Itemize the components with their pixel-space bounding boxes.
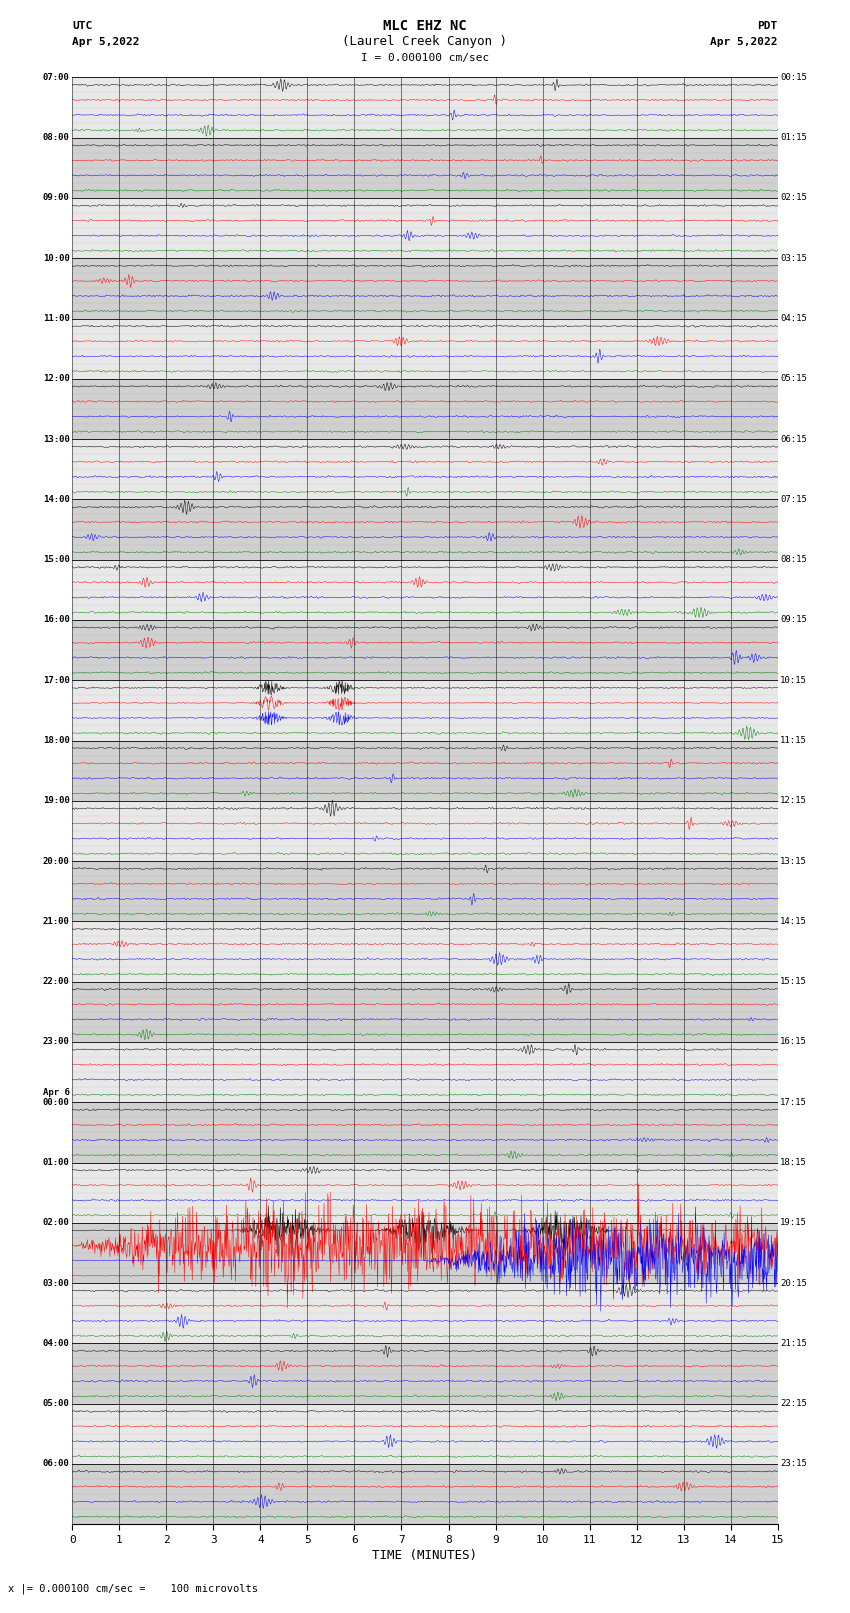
Bar xyxy=(72,258,778,319)
Text: 22:15: 22:15 xyxy=(780,1398,808,1408)
Text: 23:00: 23:00 xyxy=(42,1037,70,1047)
Text: 12:00: 12:00 xyxy=(42,374,70,384)
Text: 16:00: 16:00 xyxy=(42,616,70,624)
Bar xyxy=(72,137,778,198)
Text: 07:00: 07:00 xyxy=(42,73,70,82)
Text: 21:00: 21:00 xyxy=(42,916,70,926)
Text: Apr 5,2022: Apr 5,2022 xyxy=(72,37,139,47)
Bar xyxy=(72,861,778,921)
Text: PDT: PDT xyxy=(757,21,778,31)
Text: 21:15: 21:15 xyxy=(780,1339,808,1348)
Text: 03:15: 03:15 xyxy=(780,253,808,263)
Bar xyxy=(72,439,778,500)
Text: 22:00: 22:00 xyxy=(42,977,70,986)
Bar xyxy=(72,1163,778,1223)
Text: 16:15: 16:15 xyxy=(780,1037,808,1047)
Bar xyxy=(72,1102,778,1163)
Text: 20:15: 20:15 xyxy=(780,1279,808,1287)
Bar xyxy=(72,77,778,137)
Text: 10:00: 10:00 xyxy=(42,253,70,263)
Bar xyxy=(72,921,778,982)
Text: 00:00: 00:00 xyxy=(42,1098,70,1107)
Text: 15:15: 15:15 xyxy=(780,977,808,986)
Text: 00:15: 00:15 xyxy=(780,73,808,82)
Text: 15:00: 15:00 xyxy=(42,555,70,565)
Bar xyxy=(72,560,778,619)
Text: 19:15: 19:15 xyxy=(780,1218,808,1227)
Text: x |= 0.000100 cm/sec =    100 microvolts: x |= 0.000100 cm/sec = 100 microvolts xyxy=(8,1582,258,1594)
Text: 11:00: 11:00 xyxy=(42,315,70,323)
Text: 04:15: 04:15 xyxy=(780,315,808,323)
Text: I = 0.000100 cm/sec: I = 0.000100 cm/sec xyxy=(361,53,489,63)
Text: 09:00: 09:00 xyxy=(42,194,70,203)
Bar xyxy=(72,198,778,258)
Text: 18:00: 18:00 xyxy=(42,736,70,745)
Text: 13:15: 13:15 xyxy=(780,857,808,866)
Bar xyxy=(72,740,778,800)
Text: 07:15: 07:15 xyxy=(780,495,808,503)
Text: 14:15: 14:15 xyxy=(780,916,808,926)
Text: 19:00: 19:00 xyxy=(42,797,70,805)
Bar xyxy=(72,619,778,681)
Text: 06:15: 06:15 xyxy=(780,434,808,444)
Text: MLC EHZ NC: MLC EHZ NC xyxy=(383,19,467,34)
Text: 10:15: 10:15 xyxy=(780,676,808,686)
Text: 20:00: 20:00 xyxy=(42,857,70,866)
Bar xyxy=(72,681,778,740)
Bar xyxy=(72,500,778,560)
Bar xyxy=(72,982,778,1042)
Text: Apr 5,2022: Apr 5,2022 xyxy=(711,37,778,47)
Text: 08:15: 08:15 xyxy=(780,555,808,565)
Text: 14:00: 14:00 xyxy=(42,495,70,503)
Text: 05:15: 05:15 xyxy=(780,374,808,384)
Text: 02:15: 02:15 xyxy=(780,194,808,203)
Text: 01:00: 01:00 xyxy=(42,1158,70,1168)
Bar xyxy=(72,379,778,439)
Text: (Laurel Creek Canyon ): (Laurel Creek Canyon ) xyxy=(343,35,507,48)
Text: 04:00: 04:00 xyxy=(42,1339,70,1348)
Bar xyxy=(72,1223,778,1284)
Text: 11:15: 11:15 xyxy=(780,736,808,745)
Text: Apr 6: Apr 6 xyxy=(42,1089,70,1097)
Text: 13:00: 13:00 xyxy=(42,434,70,444)
Text: 09:15: 09:15 xyxy=(780,616,808,624)
Text: 17:15: 17:15 xyxy=(780,1098,808,1107)
Text: 12:15: 12:15 xyxy=(780,797,808,805)
Text: 01:15: 01:15 xyxy=(780,134,808,142)
Text: 06:00: 06:00 xyxy=(42,1460,70,1468)
Text: 08:00: 08:00 xyxy=(42,134,70,142)
Bar xyxy=(72,1465,778,1524)
Text: 17:00: 17:00 xyxy=(42,676,70,686)
Bar xyxy=(72,319,778,379)
Text: 03:00: 03:00 xyxy=(42,1279,70,1287)
Text: 02:00: 02:00 xyxy=(42,1218,70,1227)
Text: 05:00: 05:00 xyxy=(42,1398,70,1408)
Text: 23:15: 23:15 xyxy=(780,1460,808,1468)
Bar xyxy=(72,1284,778,1344)
X-axis label: TIME (MINUTES): TIME (MINUTES) xyxy=(372,1548,478,1561)
Bar xyxy=(72,1403,778,1465)
Bar xyxy=(72,1042,778,1102)
Bar xyxy=(72,1344,778,1403)
Bar xyxy=(72,800,778,861)
Text: UTC: UTC xyxy=(72,21,93,31)
Text: 18:15: 18:15 xyxy=(780,1158,808,1168)
